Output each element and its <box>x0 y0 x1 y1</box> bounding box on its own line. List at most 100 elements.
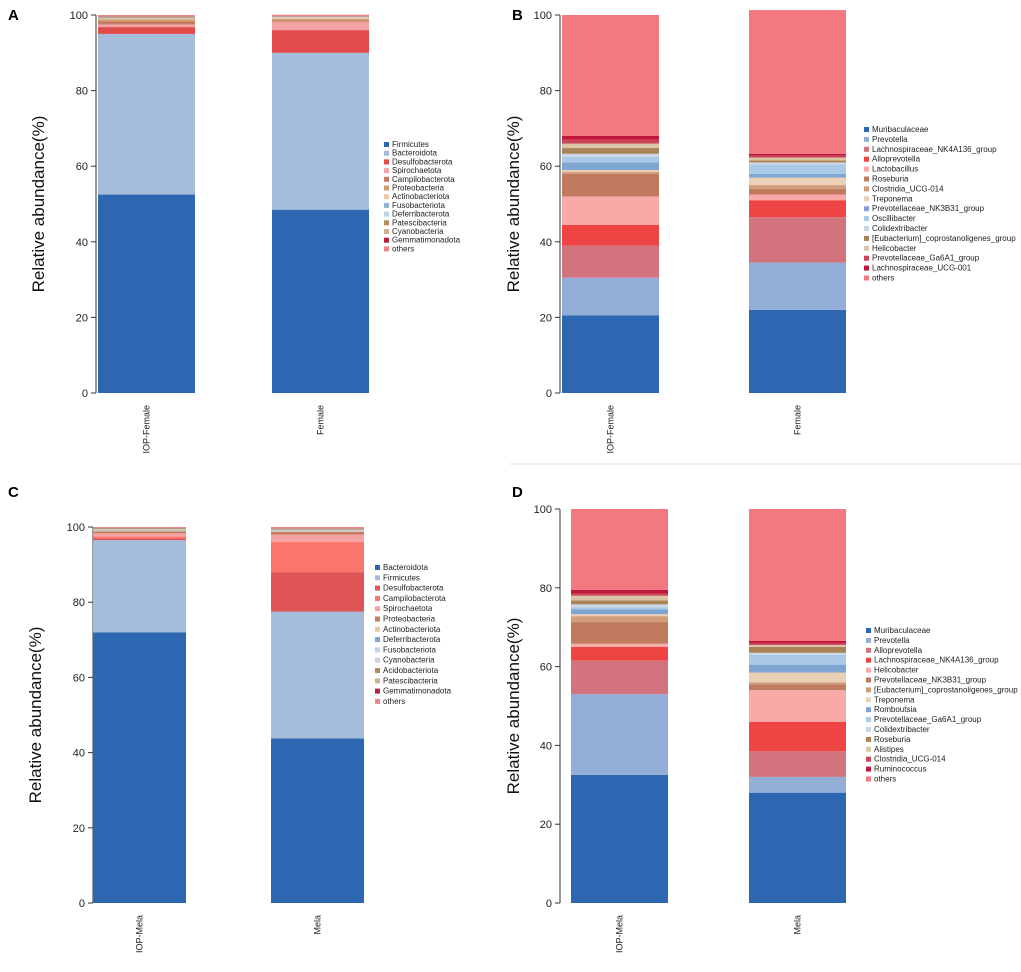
chart-b-legend-swatch <box>864 136 869 142</box>
chart-d-legend-swatch <box>866 667 871 673</box>
chart-d-legend-label: Alistipes <box>874 745 904 754</box>
chart-b-legend-label: Prevotella <box>872 135 908 144</box>
chart-b-legend-swatch <box>864 166 869 172</box>
chart-b-bar-segment <box>562 173 659 197</box>
chart-d-bar-segment <box>749 776 846 793</box>
chart-b-legend-label: Lactobacillus <box>872 165 918 174</box>
chart-b-bar-segment <box>562 162 659 170</box>
chart-d-ytick-label: 60 <box>540 662 552 674</box>
chart-d-legend-swatch <box>866 776 871 782</box>
chart-b-legend-swatch <box>864 186 869 192</box>
chart-d-bar-segment <box>749 509 846 641</box>
chart-c-ytick-label: 40 <box>73 748 85 760</box>
chart-b-y-axis-label: Relative abundance(%) <box>504 116 523 293</box>
chart-b-legend-label: Clostridia_UCG-014 <box>872 184 944 193</box>
chart-c-bar-segment <box>93 527 186 528</box>
chart-c-legend-swatch <box>375 698 380 704</box>
chart-a-bar-segment <box>272 18 369 21</box>
chart-a-bar-segment <box>98 15 195 17</box>
chart-c-legend-swatch <box>375 585 380 591</box>
chart-b-legend-swatch <box>864 245 869 251</box>
chart-a-ytick-label: 40 <box>76 237 88 249</box>
chart-b-bar-segment <box>749 153 846 156</box>
chart-d-bar-segment <box>571 609 668 615</box>
chart-c-ytick-label: 20 <box>73 823 85 835</box>
chart-a-bar-segment <box>272 20 369 22</box>
chart-d-legend-label: Roseburia <box>874 735 911 744</box>
chart-b-legend-label: [Eubacterium]_coprostanoligenes_group <box>872 234 1016 243</box>
chart-c-bar-segment <box>271 738 364 903</box>
chart-d-legend-swatch <box>866 657 871 663</box>
chart-a-bar-segment <box>98 194 195 393</box>
chart-b-bar-segment <box>562 139 659 144</box>
chart-b-bar-segment <box>562 245 659 278</box>
chart-c-bar-segment <box>271 527 364 529</box>
chart-a-y-axis-label: Relative abundance(%) <box>29 116 48 293</box>
chart-c-legend-label: Acidobacteriota <box>383 666 439 675</box>
chart-d-ytick-label: 20 <box>540 819 552 831</box>
chart-d-bar-segment <box>749 642 846 645</box>
chart-c-legend-swatch <box>375 616 380 622</box>
chart-b-bar-segment <box>562 135 659 140</box>
chart-b-bar-segment <box>562 171 659 174</box>
chart-d-legend-label: [Eubacterium]_coprostanoligenes_group <box>874 685 1018 694</box>
chart-a-legend-swatch <box>384 185 389 191</box>
chart-d-legend-label: Muribaculaceae <box>874 626 931 635</box>
chart-a-legend-label: Proteobacteria <box>392 184 445 193</box>
chart-d-legend-label: Prevotella <box>874 636 910 645</box>
chart-b-legend-label: others <box>872 274 894 283</box>
chart-b-legend-swatch <box>864 275 869 281</box>
chart-c-bar-segment <box>93 533 186 537</box>
chart-b-bar-segment <box>562 148 659 154</box>
chart-b-ytick-label: 0 <box>546 388 552 400</box>
chart-a-legend-label: Campilobacterota <box>392 175 455 184</box>
chart-d-legend-swatch <box>866 677 871 683</box>
chart-c-legend-label: Actinobacteriota <box>383 625 441 634</box>
chart-c-legend-label: Firmicutes <box>383 573 420 582</box>
chart-a-legend-label: Deferribacterota <box>392 210 450 219</box>
chart-d-legend-label: Clostridia_UCG-014 <box>874 755 946 764</box>
chart-c-legend-swatch <box>375 688 380 694</box>
chart-b-bar-segment <box>749 164 846 174</box>
chart-d-bar-segment <box>571 614 668 617</box>
chart-d-bar-segment <box>571 643 668 647</box>
chart-a-legend-swatch <box>384 194 389 200</box>
chart-c-legend-swatch <box>375 606 380 612</box>
panel-label-c: C <box>8 484 19 501</box>
chart-d-legend-label: Ruminococcus <box>874 765 926 774</box>
chart-a-legend-label: Fusobacteriota <box>392 201 445 210</box>
chart-b-bar-segment <box>562 156 659 163</box>
chart-d-legend-swatch <box>866 756 871 762</box>
chart-a-legend-label: Desulfobacterota <box>392 157 453 166</box>
chart-a-ytick-label: 20 <box>76 312 88 324</box>
chart-b-bar-segment <box>749 10 846 154</box>
chart-a-legend-swatch <box>384 142 389 147</box>
chart-a-legend-swatch <box>384 176 389 182</box>
chart-a: 0 20 40 60 80 100 Relative abundance(%) IOP-Fem… <box>29 10 461 454</box>
chart-b-legend-label: Oscillibacter <box>872 214 916 223</box>
chart-b-legend-label: Colidextribacter <box>872 224 928 233</box>
chart-b-legend-label: Treponema <box>872 194 913 203</box>
chart-a-legend-label: Firmicutes <box>392 140 429 149</box>
chart-c-bar-segment <box>93 530 186 532</box>
chart-c-ytick-label: 100 <box>67 522 85 534</box>
chart-d-bar-segment <box>571 622 668 644</box>
chart-b-bar-segment <box>749 309 846 393</box>
chart-b-bar-segment <box>749 194 846 201</box>
chart-d-bar-segment <box>571 694 668 775</box>
chart-b-legend-label: Muribaculaceae <box>872 125 929 134</box>
chart-d-legend-label: Helicobacter <box>874 666 919 675</box>
chart-d-legend-label: Prevotellaceae_NK3B31_group <box>874 676 987 685</box>
chart-b-bar-segment <box>749 217 846 263</box>
chart-b-bar-segment <box>749 160 846 163</box>
chart-d-legend-label: Lachnospiraceae_NK4A136_group <box>874 656 999 665</box>
chart-c-ytick-label: 0 <box>79 898 85 910</box>
chart-d-legend-swatch <box>866 727 871 732</box>
chart-a-bar-segment <box>272 52 369 210</box>
chart-d-bar-segment <box>749 690 846 722</box>
chart-c-legend-label: Cyanobacteria <box>383 656 435 665</box>
chart-b-legend-label: Roseburia <box>872 175 909 184</box>
chart-a-bar-segment <box>98 21 195 25</box>
chart-b-bar-segment <box>749 155 846 158</box>
